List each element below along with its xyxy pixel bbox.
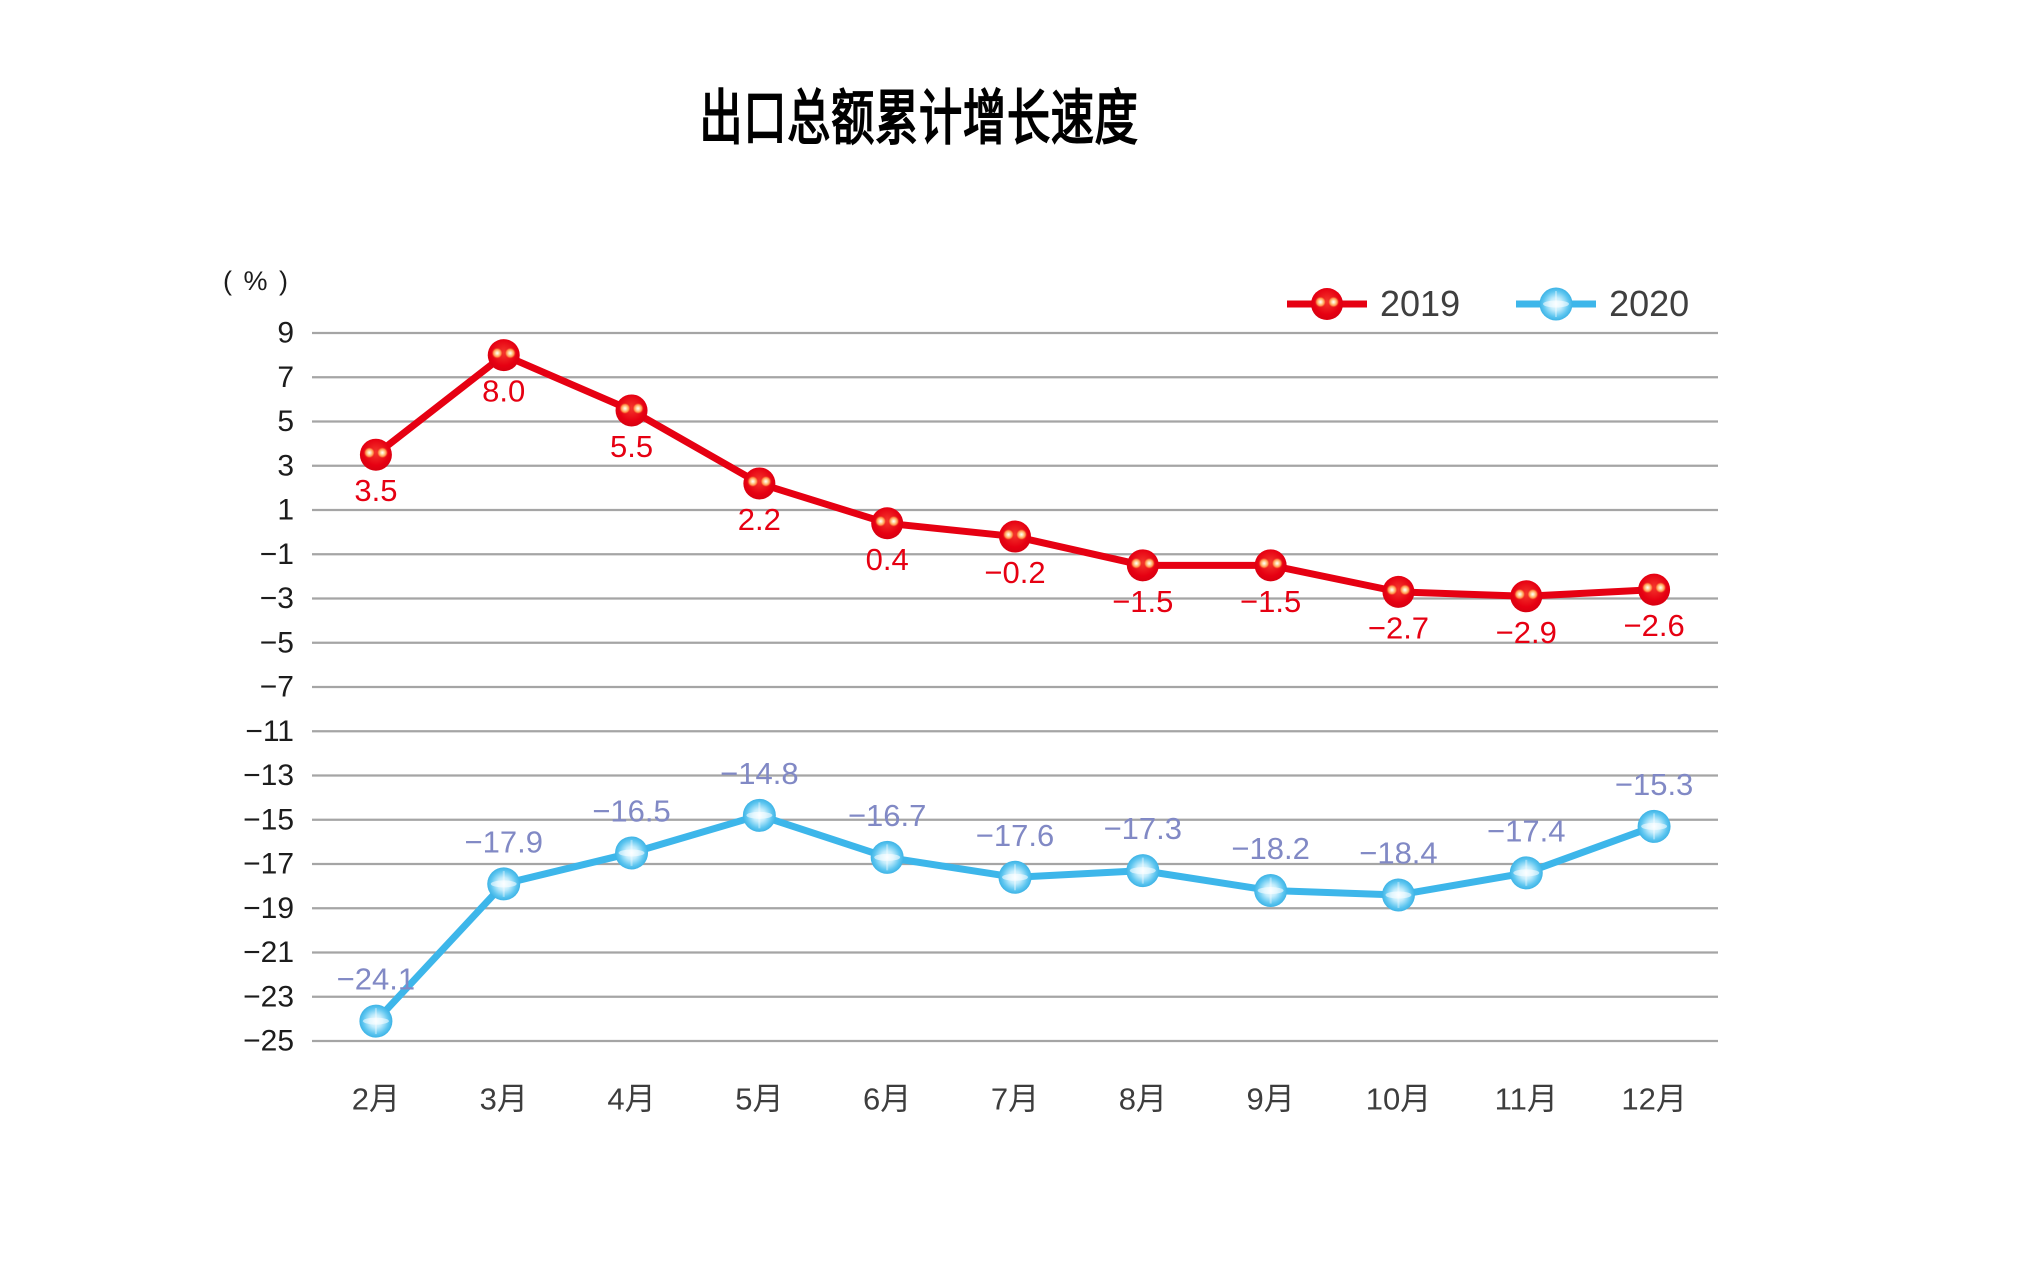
- data-label-2019: −2.7: [1368, 610, 1429, 645]
- legend-sphere-2019: [1311, 288, 1343, 320]
- x-axis-label: 6月: [863, 1082, 911, 1117]
- y-tick-label: −21: [243, 936, 294, 969]
- legend: 2019 2020: [1287, 285, 1689, 323]
- x-axis-label: 8月: [1119, 1082, 1167, 1117]
- data-label-2019: 3.5: [354, 473, 397, 508]
- marker-2019: [743, 467, 776, 500]
- marker-2020: [870, 840, 904, 874]
- data-label-2020: −17.3: [1104, 811, 1182, 846]
- legend-marker-2019-icon: [1287, 288, 1367, 320]
- marker-2020: [359, 1004, 393, 1038]
- data-label-2020: −16.7: [848, 798, 926, 833]
- y-tick-label: −13: [243, 759, 294, 792]
- legend-label-2020: 2020: [1609, 283, 1690, 324]
- marker-2020: [487, 867, 521, 901]
- y-tick-label: −17: [243, 848, 294, 881]
- data-label-2019: −2.9: [1496, 615, 1557, 650]
- legend-marker-2020-icon: [1516, 287, 1597, 321]
- marker-2020: [1637, 809, 1671, 843]
- marker-2019: [1254, 549, 1287, 582]
- marker-2020: [742, 798, 776, 832]
- data-label-2020: −17.6: [976, 818, 1054, 853]
- data-label-2020: −18.4: [1359, 835, 1437, 870]
- data-label-2019: −2.6: [1623, 608, 1684, 643]
- marker-2019: [487, 339, 520, 372]
- x-axis-label: 7月: [991, 1082, 1039, 1117]
- data-label-2019: 2.2: [738, 502, 781, 537]
- data-label-2020: −17.9: [465, 824, 543, 859]
- y-tick-label: −3: [260, 582, 294, 615]
- x-axis-label: 11月: [1495, 1082, 1558, 1117]
- y-tick-label: −19: [243, 892, 294, 925]
- data-label-2019: −0.2: [984, 555, 1045, 590]
- y-tick-label: 5: [277, 405, 294, 438]
- y-tick-label: −25: [243, 1025, 294, 1058]
- x-axis-label: 10月: [1366, 1082, 1431, 1117]
- data-label-2019: −1.5: [1112, 584, 1173, 619]
- x-axis-label: 9月: [1247, 1082, 1295, 1117]
- y-tick-label: −1: [260, 538, 294, 571]
- y-axis-unit-label: ( % ): [223, 266, 290, 296]
- data-label-2020: −16.5: [592, 793, 670, 828]
- marker-2020: [1381, 878, 1415, 912]
- y-tick-label: 1: [277, 494, 294, 527]
- marker-2020: [1254, 874, 1288, 908]
- chart-title: 出口总额累计增长速度: [699, 86, 1139, 152]
- marker-2020: [615, 836, 649, 870]
- y-tick-label: −15: [243, 803, 294, 836]
- x-axis-label: 3月: [480, 1082, 528, 1117]
- data-label-2019: 5.5: [610, 429, 653, 464]
- marker-2019: [615, 394, 648, 427]
- y-tick-label: −23: [243, 980, 294, 1013]
- legend-sphere-2020: [1539, 287, 1573, 321]
- y-tick-label: −7: [260, 671, 294, 704]
- data-label-2019: 8.0: [482, 374, 525, 409]
- y-tick-label: −5: [260, 626, 294, 659]
- data-label-2020: −14.8: [720, 756, 798, 791]
- marker-2019: [1638, 573, 1671, 606]
- marker-2020: [998, 860, 1032, 894]
- y-tick-label: 9: [277, 317, 294, 350]
- marker-2019: [359, 438, 392, 471]
- x-axis-label: 12月: [1621, 1082, 1686, 1117]
- legend-label-2019: 2019: [1380, 283, 1461, 324]
- data-label-2019: 0.4: [866, 542, 909, 577]
- data-label-2020: −18.2: [1231, 831, 1309, 866]
- data-label-2020: −17.4: [1487, 813, 1565, 848]
- y-tick-label: 3: [277, 449, 294, 482]
- marker-2019: [1382, 575, 1415, 608]
- marker-2019: [999, 520, 1031, 553]
- data-label-2020: −15.3: [1615, 767, 1693, 802]
- y-tick-label: 7: [277, 361, 294, 394]
- legend-item-2020: 2020: [1516, 285, 1689, 323]
- data-label-2019: −1.5: [1240, 584, 1301, 619]
- marker-2020: [1126, 854, 1160, 888]
- y-tick-label: −11: [245, 715, 294, 748]
- data-label-2020: −24.1: [337, 962, 415, 997]
- marker-2019: [1510, 580, 1543, 613]
- marker-2020: [1509, 856, 1543, 890]
- x-axis-label: 4月: [607, 1082, 655, 1117]
- x-axis-label: 2月: [352, 1082, 400, 1117]
- marker-2019: [871, 507, 904, 540]
- marker-2019: [1126, 549, 1159, 582]
- legend-item-2019: 2019: [1287, 285, 1460, 323]
- x-axis-label: 5月: [735, 1082, 783, 1117]
